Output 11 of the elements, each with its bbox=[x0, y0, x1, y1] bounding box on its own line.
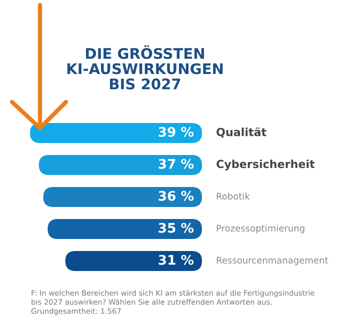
data-label: 36 % bbox=[158, 190, 194, 201]
data-label: 37 % bbox=[158, 158, 194, 169]
text: DIE GRÖSSTEN KI-AUSWIRKUNGEN BIS 2027 bbox=[67, 45, 223, 90]
category-label: Cybersicherheit bbox=[216, 160, 315, 170]
category-label: Robotik bbox=[216, 192, 250, 200]
category-label: Qualität bbox=[216, 127, 266, 138]
category-label: Prozessoptimierung bbox=[216, 224, 304, 234]
data-label: 35 % bbox=[158, 222, 194, 233]
category-label: Ressourcenmanagement bbox=[216, 256, 328, 266]
data-label: 39 % bbox=[158, 126, 194, 137]
data-label: 31 % bbox=[158, 254, 194, 265]
